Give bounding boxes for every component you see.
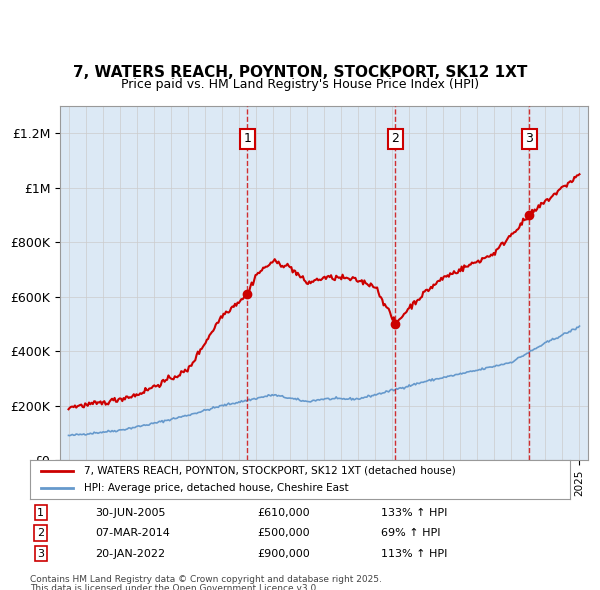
Text: Contains HM Land Registry data © Crown copyright and database right 2025.: Contains HM Land Registry data © Crown c… bbox=[30, 575, 382, 584]
Text: 3: 3 bbox=[37, 549, 44, 559]
Text: 113% ↑ HPI: 113% ↑ HPI bbox=[381, 549, 448, 559]
Text: 69% ↑ HPI: 69% ↑ HPI bbox=[381, 528, 440, 538]
Text: 20-JAN-2022: 20-JAN-2022 bbox=[95, 549, 165, 559]
Text: 7, WATERS REACH, POYNTON, STOCKPORT, SK12 1XT: 7, WATERS REACH, POYNTON, STOCKPORT, SK1… bbox=[73, 65, 527, 80]
Text: HPI: Average price, detached house, Cheshire East: HPI: Average price, detached house, Ches… bbox=[84, 483, 349, 493]
Text: 07-MAR-2014: 07-MAR-2014 bbox=[95, 528, 170, 538]
Text: 2: 2 bbox=[391, 132, 399, 145]
Text: 133% ↑ HPI: 133% ↑ HPI bbox=[381, 507, 448, 517]
Text: 30-JUN-2005: 30-JUN-2005 bbox=[95, 507, 166, 517]
Text: 7, WATERS REACH, POYNTON, STOCKPORT, SK12 1XT (detached house): 7, WATERS REACH, POYNTON, STOCKPORT, SK1… bbox=[84, 466, 456, 476]
Text: Price paid vs. HM Land Registry's House Price Index (HPI): Price paid vs. HM Land Registry's House … bbox=[121, 78, 479, 91]
Text: £500,000: £500,000 bbox=[257, 528, 310, 538]
Text: 1: 1 bbox=[37, 507, 44, 517]
Text: 3: 3 bbox=[526, 132, 533, 145]
Text: £900,000: £900,000 bbox=[257, 549, 310, 559]
Text: 1: 1 bbox=[244, 132, 251, 145]
Text: This data is licensed under the Open Government Licence v3.0.: This data is licensed under the Open Gov… bbox=[30, 584, 319, 590]
Text: £610,000: £610,000 bbox=[257, 507, 310, 517]
Text: 2: 2 bbox=[37, 528, 44, 538]
